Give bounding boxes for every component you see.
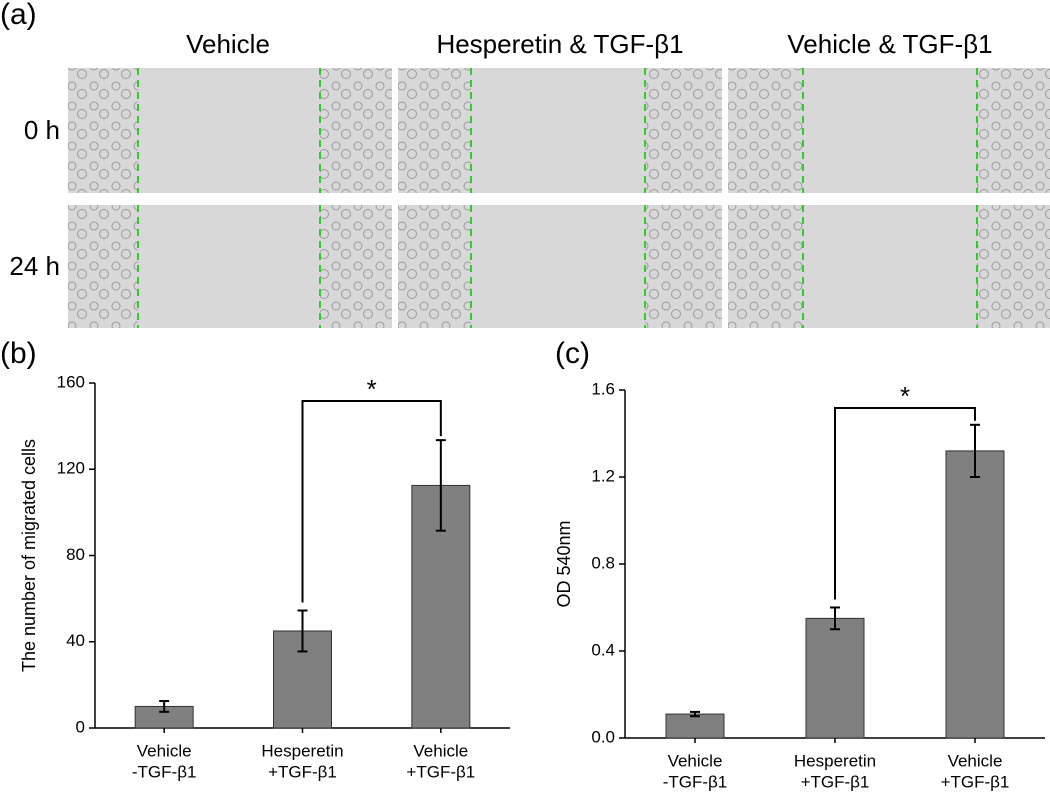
- panel-label: (b): [0, 337, 37, 370]
- x-tick-label: -TGF-β1: [663, 772, 728, 791]
- panel-label: (a): [0, 0, 37, 31]
- cell-area: [977, 205, 1050, 328]
- x-tick-label: Vehicle: [668, 751, 723, 770]
- y-tick-label: 1.6: [591, 379, 615, 398]
- cell-area: [68, 68, 138, 193]
- panel-label: (c): [555, 337, 590, 370]
- x-tick-label: +TGF-β1: [941, 772, 1010, 791]
- cell-area: [728, 68, 803, 193]
- row-label: 24 h: [9, 251, 60, 281]
- cell-area: [645, 68, 722, 193]
- y-tick-label: 40: [66, 631, 85, 650]
- cell-area: [68, 205, 138, 328]
- y-tick-label: 1.2: [591, 466, 615, 485]
- significance-mark: *: [900, 381, 910, 411]
- y-tick-label: 0.8: [591, 553, 615, 572]
- bar: [805, 617, 865, 739]
- x-tick-label: Hesperetin: [794, 751, 876, 770]
- column-label: Hesperetin & TGF-β1: [436, 29, 683, 59]
- significance-bracket: [834, 407, 976, 600]
- cell-area: [320, 68, 392, 193]
- error-bar: [159, 700, 170, 713]
- error-bar: [297, 609, 308, 653]
- y-axis-label: OD 540nm: [554, 520, 574, 607]
- y-tick-label: 0.4: [591, 640, 615, 659]
- cell-area: [320, 205, 392, 328]
- error-bar: [690, 710, 700, 718]
- bar: [665, 713, 725, 739]
- x-tick-label: -TGF-β1: [132, 762, 197, 781]
- y-tick-label: 0: [76, 717, 85, 736]
- x-tick-label: +TGF-β1: [801, 772, 870, 791]
- micrographs: [68, 68, 1050, 328]
- cell-area: [645, 205, 722, 328]
- column-label: Vehicle & TGF-β1: [787, 29, 992, 59]
- x-tick-label: Vehicle: [413, 741, 468, 760]
- cell-area: [398, 205, 471, 328]
- bar: [945, 450, 1005, 739]
- column-label: Vehicle: [186, 29, 270, 59]
- cell-area: [977, 68, 1050, 193]
- row-label: 0 h: [24, 115, 60, 145]
- y-tick-label: 80: [66, 545, 85, 564]
- error-bar: [970, 423, 980, 478]
- x-tick-label: Vehicle: [137, 741, 192, 760]
- y-tick-label: 0.0: [591, 727, 615, 746]
- y-tick-label: 160: [57, 372, 85, 391]
- cell-area: [728, 205, 803, 328]
- x-tick-label: +TGF-β1: [268, 762, 337, 781]
- cell-area: [398, 68, 471, 193]
- x-tick-label: Vehicle: [948, 751, 1003, 770]
- significance-bracket: [301, 400, 442, 603]
- error-bar: [435, 439, 446, 532]
- significance-mark: *: [367, 374, 377, 404]
- x-tick-label: +TGF-β1: [406, 762, 475, 781]
- y-tick-label: 120: [57, 459, 85, 478]
- error-bar: [830, 606, 840, 631]
- x-tick-label: Hesperetin: [261, 741, 343, 760]
- y-axis-label: The number of migrated cells: [19, 439, 39, 672]
